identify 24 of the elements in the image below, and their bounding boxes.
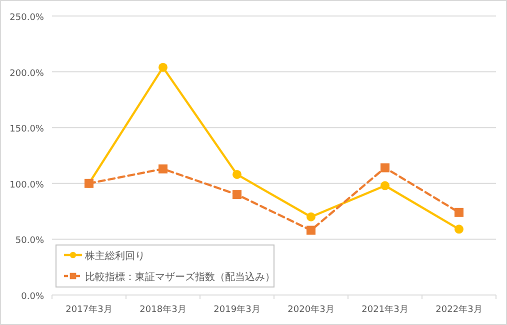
y-tick-label: 50.0% <box>15 236 44 246</box>
point <box>380 181 390 190</box>
y-tick-label: 0.0% <box>21 292 44 302</box>
point <box>232 190 242 200</box>
y-tick-label: 250.0% <box>10 13 44 23</box>
legend-label: 比較指標：東証マザーズ指数（配当込み） <box>85 271 275 283</box>
point <box>380 163 390 172</box>
x-tick-label: 2022年3月 <box>436 304 482 315</box>
point <box>232 170 242 179</box>
point <box>158 62 168 72</box>
x-tick-label: 2018年3月 <box>140 304 186 315</box>
x-tick-label: 2020年3月 <box>288 304 334 315</box>
x-tick-label: 2021年3月 <box>362 304 408 315</box>
point <box>306 212 316 222</box>
point <box>306 226 316 235</box>
y-tick-label: 100.0% <box>10 180 44 190</box>
point <box>454 208 464 217</box>
x-tick-label: 2019年3月 <box>214 304 260 315</box>
legend-label: 株主総利回り <box>84 250 145 262</box>
x-tick-label: 2017年3月 <box>66 304 112 315</box>
point <box>158 164 168 174</box>
y-tick-label: 200.0% <box>10 68 44 79</box>
y-tick-label: 150.0% <box>10 124 44 135</box>
point <box>454 224 464 234</box>
